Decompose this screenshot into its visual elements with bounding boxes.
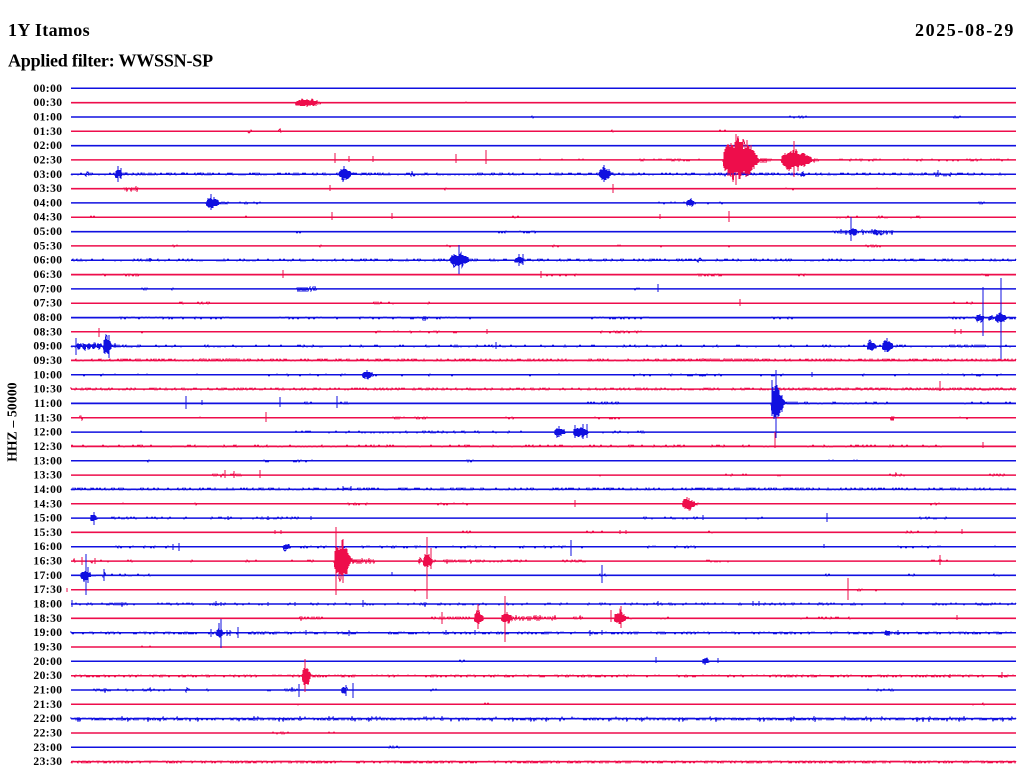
svg-text:11:00: 11:00: [34, 398, 62, 410]
svg-text:18:30: 18:30: [33, 613, 62, 625]
svg-text:02:00: 02:00: [33, 140, 62, 152]
svg-text:10:00: 10:00: [33, 369, 62, 381]
svg-text:21:00: 21:00: [33, 685, 62, 697]
svg-text:10:30: 10:30: [33, 384, 62, 396]
svg-text:HHZ – 50000: HHZ – 50000: [5, 382, 20, 462]
svg-text:14:00: 14:00: [33, 484, 62, 496]
svg-text:16:30: 16:30: [33, 556, 62, 568]
svg-text:08:30: 08:30: [33, 326, 62, 338]
svg-text:22:30: 22:30: [33, 728, 62, 740]
svg-text:04:00: 04:00: [33, 197, 62, 209]
svg-text:1Y Itamos: 1Y Itamos: [8, 20, 90, 40]
svg-text:00:30: 00:30: [33, 97, 62, 109]
svg-text:04:30: 04:30: [33, 212, 62, 224]
svg-text:21:30: 21:30: [33, 699, 62, 711]
svg-text:17:00: 17:00: [33, 570, 62, 582]
svg-text:00:00: 00:00: [33, 83, 62, 95]
svg-text:15:30: 15:30: [33, 527, 62, 539]
svg-text:05:30: 05:30: [33, 240, 62, 252]
svg-text:02:30: 02:30: [33, 154, 62, 166]
svg-text:20:00: 20:00: [33, 656, 62, 668]
svg-text:07:00: 07:00: [33, 283, 62, 295]
svg-text:13:30: 13:30: [33, 470, 62, 482]
svg-text:09:30: 09:30: [33, 355, 62, 367]
svg-text:23:00: 23:00: [33, 742, 62, 754]
svg-text:06:30: 06:30: [33, 269, 62, 281]
svg-text:15:00: 15:00: [33, 513, 62, 525]
svg-text:13:00: 13:00: [33, 455, 62, 467]
svg-text:12:00: 12:00: [33, 427, 62, 439]
svg-text:08:00: 08:00: [33, 312, 62, 324]
svg-text:09:00: 09:00: [33, 341, 62, 353]
svg-text:03:00: 03:00: [33, 169, 62, 181]
svg-text:12:30: 12:30: [33, 441, 62, 453]
svg-text:22:00: 22:00: [33, 713, 62, 725]
svg-text:05:00: 05:00: [33, 226, 62, 238]
svg-text:17:30: 17:30: [33, 584, 62, 596]
svg-text:18:00: 18:00: [33, 599, 62, 611]
svg-text:19:30: 19:30: [33, 642, 62, 654]
svg-text:06:00: 06:00: [33, 255, 62, 267]
svg-text:01:00: 01:00: [33, 112, 62, 124]
svg-text:01:30: 01:30: [33, 126, 62, 138]
svg-text:23:30: 23:30: [33, 756, 62, 768]
svg-text:16:00: 16:00: [33, 541, 62, 553]
svg-text:2025-08-29: 2025-08-29: [915, 20, 1015, 40]
svg-text:19:00: 19:00: [33, 627, 62, 639]
svg-text:07:30: 07:30: [33, 298, 62, 310]
svg-text:14:30: 14:30: [33, 498, 62, 510]
svg-text:20:30: 20:30: [33, 670, 62, 682]
svg-text:03:30: 03:30: [33, 183, 62, 195]
svg-text:11:30: 11:30: [34, 412, 62, 424]
svg-text:Applied filter: WWSSN-SP: Applied filter: WWSSN-SP: [8, 50, 213, 70]
